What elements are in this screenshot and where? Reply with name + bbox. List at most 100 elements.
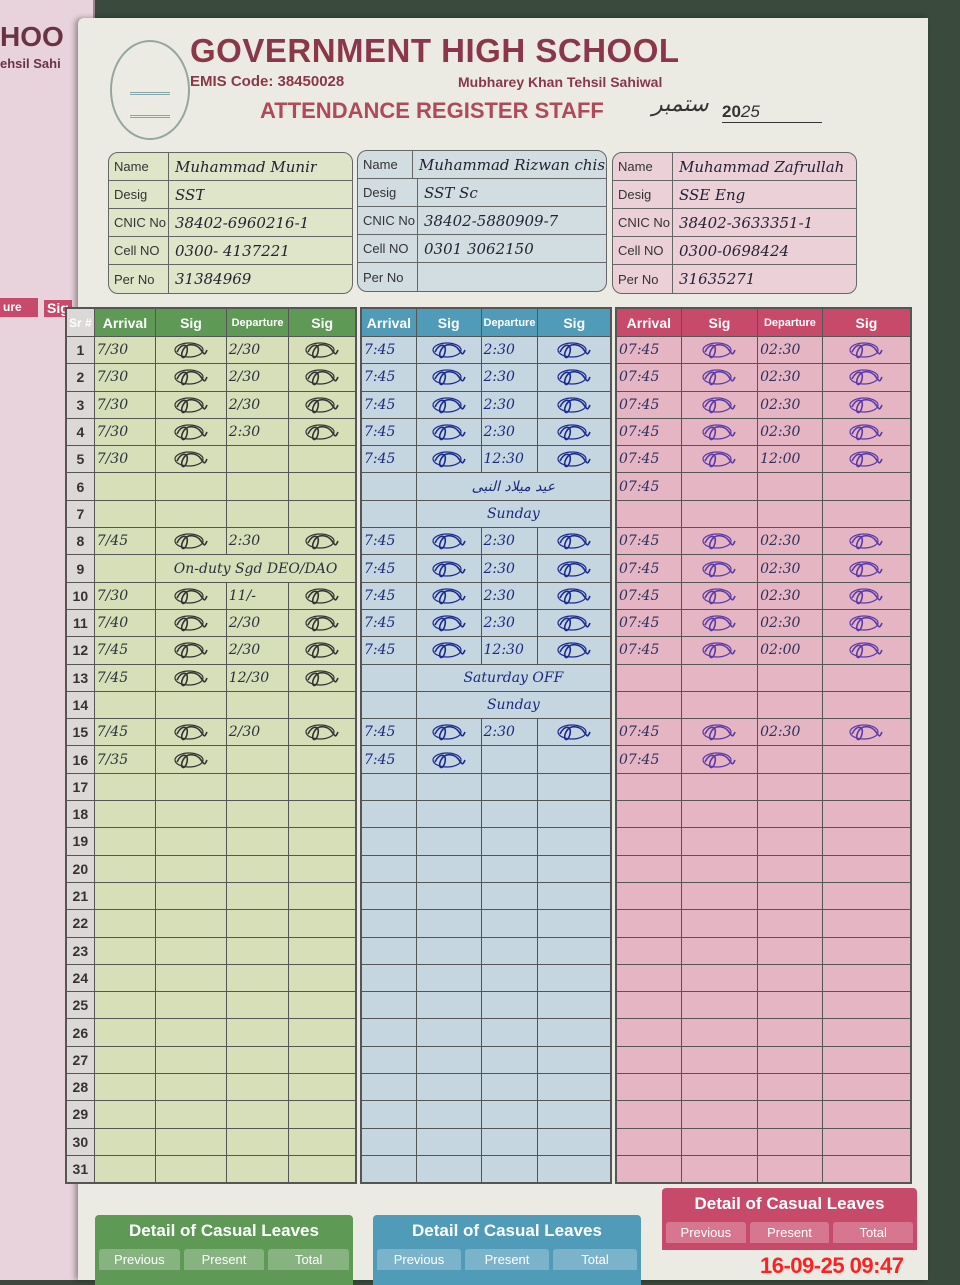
arrival-signature: [415, 636, 482, 665]
departure-signature: [288, 772, 356, 802]
table-row: [361, 772, 611, 802]
departure-cell: 12/30: [225, 663, 290, 692]
departure-signature: [537, 581, 611, 610]
departure-cell: 02:30: [757, 554, 823, 583]
arrival-cell: [361, 909, 417, 938]
arrival-signature: [155, 827, 227, 856]
day-number: 6: [66, 472, 95, 501]
departure-cell: 2:30: [480, 363, 539, 392]
table-row: [361, 881, 611, 911]
table-row: 22: [66, 909, 356, 938]
departure-cell: 2:30: [480, 417, 539, 447]
arrival-cell: 7:45: [361, 554, 417, 583]
departure-signature: [288, 827, 356, 856]
arrival-cell: [93, 772, 157, 802]
table-row: 07:45 02:30: [616, 581, 912, 610]
departure-signature: [288, 690, 356, 720]
table-row: Sunday: [361, 690, 612, 720]
arrival-signature: [680, 1073, 759, 1102]
casual-leaves-pink: Detail of Casual Leaves Previous Present T…: [662, 1188, 917, 1250]
arrival-cell: [361, 499, 417, 529]
departure-signature: [288, 881, 356, 911]
table-row: 16 7/35: [66, 745, 356, 774]
arrival-cell: 7/45: [93, 718, 157, 747]
arrival-signature: [155, 963, 227, 993]
departure-signature: [288, 936, 356, 965]
departure-cell: [225, 1127, 290, 1156]
info-label: Desig: [613, 181, 673, 208]
info-row-cnic: CNIC No 38402-3633351-1: [613, 209, 856, 237]
arrival-signature: [680, 718, 759, 747]
arrival-signature: [680, 909, 759, 938]
departure-cell: [225, 499, 290, 529]
departure-cell: 12:30: [480, 636, 539, 665]
departure-signature: [821, 1100, 912, 1129]
departure-signature: [821, 718, 912, 747]
day-number: 17: [66, 772, 95, 802]
arrival-signature: [415, 608, 482, 638]
departure-cell: 02:30: [757, 581, 823, 610]
departure-signature: [288, 636, 356, 665]
table-row: 19: [66, 827, 356, 856]
arrival-cell: 7/30: [93, 581, 157, 610]
emis-code: EMIS Code: 38450028: [190, 73, 345, 90]
departure-cell: [757, 663, 823, 692]
info-row-cnic: CNIC No 38402-6960216-1: [109, 209, 352, 237]
departure-signature: [821, 1045, 912, 1075]
departure-signature: [537, 718, 611, 747]
table-row: 3 7/30 2/30: [66, 390, 356, 419]
departure-cell: 2:30: [480, 718, 539, 747]
arrival-signature: [155, 636, 227, 665]
table-row: 12 7/45 2/30: [66, 636, 356, 665]
arrival-cell: [361, 1127, 417, 1156]
arrival-signature: [415, 881, 482, 911]
info-value-per: 31635271: [679, 270, 756, 288]
arrival-cell: [616, 1127, 682, 1156]
sig-header: Sig: [155, 308, 227, 337]
departure-cell: [480, 991, 539, 1020]
table-row: [616, 1073, 912, 1102]
info-row-cell: Cell NO 0300- 4137221: [109, 237, 352, 265]
leaves-previous: Previous: [377, 1249, 461, 1270]
arrival-cell: [616, 663, 682, 692]
table-row: 7:45 2:30: [361, 335, 611, 365]
departure-signature: [288, 417, 356, 447]
attendance-grid: Arrival Sig Departure Sig 7:45 2:30 7:45 2:30 7:…: [360, 307, 612, 1185]
info-label: Per No: [109, 265, 169, 293]
departure-signature: [288, 581, 356, 610]
table-row: 10 7/30 11/-: [66, 581, 356, 610]
arrival-signature: [155, 1073, 227, 1102]
day-number: 15: [66, 718, 95, 747]
note-cell: On-duty Sgd DEO/DAO: [155, 554, 356, 583]
arrival-cell: 07:45: [616, 335, 682, 365]
departure-signature: [821, 608, 912, 638]
staff-info-card: Name Muhammad Munir Desig SST CNIC No 38402-6…: [108, 152, 353, 294]
departure-signature: [821, 1018, 912, 1047]
departure-signature: [288, 1073, 356, 1102]
info-label: Desig: [358, 179, 418, 206]
arrival-cell: 07:45: [616, 417, 682, 447]
arrival-cell: [361, 663, 417, 692]
departure-cell: 02:30: [757, 608, 823, 638]
arrival-signature: [680, 581, 759, 610]
departure-cell: [757, 1073, 823, 1102]
arrival-cell: [361, 936, 417, 965]
table-row: [361, 1154, 611, 1184]
day-number: 5: [66, 445, 95, 474]
table-row: [361, 800, 611, 829]
info-row-name: Name Muhammad Rizwan chishti: [358, 151, 606, 179]
arrival-cell: [361, 1073, 417, 1102]
table-row: 17: [66, 772, 356, 802]
table-row: 07:45 02:30: [616, 390, 912, 419]
departure-signature: [821, 527, 912, 556]
departure-signature: [537, 772, 611, 802]
day-number: 3: [66, 390, 95, 419]
arrival-signature: [415, 827, 482, 856]
info-row-cnic: CNIC No 38402-5880909-7: [358, 207, 606, 235]
arrival-signature: [415, 1100, 482, 1129]
arrival-cell: [616, 963, 682, 993]
info-label: Cell NO: [109, 237, 169, 264]
departure-signature: [821, 390, 912, 419]
table-row: 7: [66, 499, 356, 529]
arrival-cell: 07:45: [616, 363, 682, 392]
